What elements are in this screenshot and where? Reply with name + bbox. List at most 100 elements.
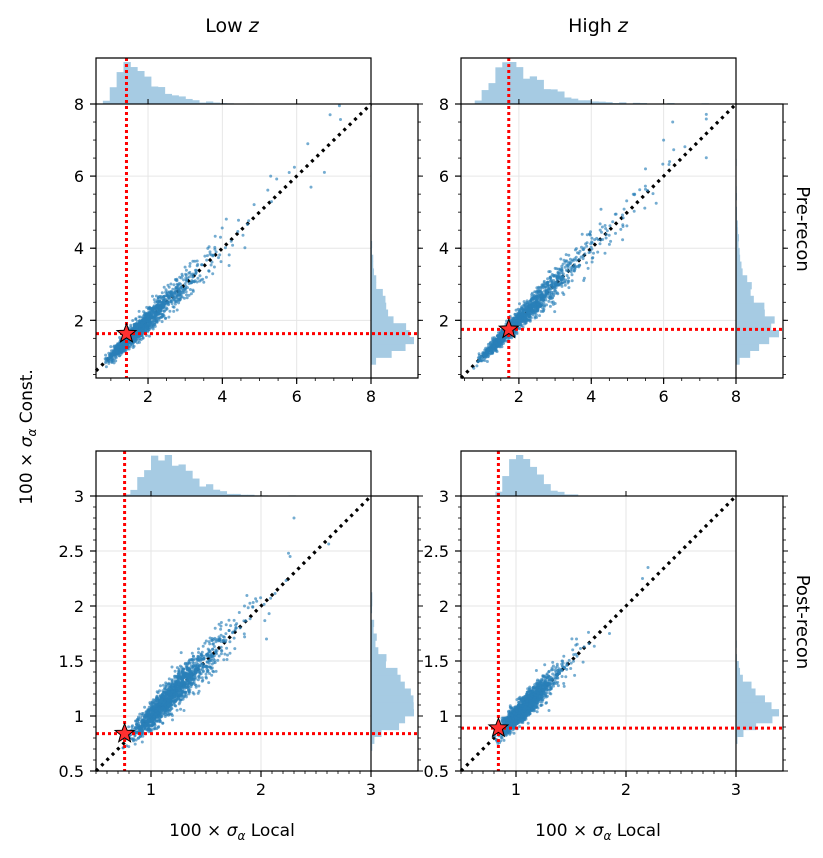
scatter-point <box>219 652 223 656</box>
scatter-point <box>153 700 157 704</box>
scatter-point <box>162 309 166 313</box>
scatter-point <box>228 651 232 655</box>
scatter-point <box>150 320 154 324</box>
scatter-point <box>175 679 179 683</box>
scatter-point <box>210 260 214 264</box>
scatter-point <box>565 274 569 277</box>
histogram-bar <box>736 330 779 338</box>
scatter-point <box>175 308 179 312</box>
scatter-point <box>166 294 170 298</box>
scatter-point <box>263 619 267 623</box>
histogram-bar <box>736 295 754 304</box>
histogram-bar <box>151 86 159 104</box>
scatter-point <box>167 707 171 711</box>
scatter-point <box>671 120 675 124</box>
scatter-point <box>161 721 165 725</box>
scatter-point <box>219 260 223 264</box>
scatter-point <box>207 269 211 273</box>
y-tick-label: 8 <box>74 95 84 114</box>
scatter-point <box>227 253 231 257</box>
scatter-point <box>162 298 166 302</box>
scatter-point <box>562 258 566 262</box>
scatter-point <box>188 264 192 268</box>
scatter-point <box>552 285 556 289</box>
row-label-pre-recon: Pre-recon <box>792 186 813 272</box>
histogram-bar <box>736 316 775 324</box>
scatter-point <box>184 290 188 294</box>
scatter-point <box>163 700 167 703</box>
scatter-point <box>191 658 194 662</box>
scatter-point <box>219 235 222 239</box>
scatter-point <box>114 355 117 359</box>
scatter-point <box>252 203 256 207</box>
scatter-point <box>193 683 197 687</box>
scatter-point <box>495 350 499 353</box>
histogram-bar <box>536 79 544 104</box>
scatter-point <box>109 345 113 349</box>
scatter-point <box>150 316 154 320</box>
scatter-point <box>251 605 255 609</box>
histogram-bar <box>371 350 392 358</box>
histogram-right <box>736 110 779 372</box>
scatter-point <box>213 234 217 238</box>
histogram-bar <box>488 83 496 104</box>
scatter-point <box>164 681 168 685</box>
scatter-point <box>154 309 158 313</box>
scatter-point <box>143 705 147 709</box>
scatter-point <box>145 313 149 317</box>
scatter-point <box>119 349 123 353</box>
scatter-point <box>133 742 137 746</box>
histogram-bar <box>371 357 377 365</box>
scatter-point <box>266 188 270 192</box>
scatter-point <box>160 291 164 295</box>
scatter-point <box>150 703 153 707</box>
scatter-point <box>188 288 192 291</box>
scatter-point <box>156 304 160 308</box>
scatter-point <box>200 263 203 267</box>
scatter-point <box>614 231 617 235</box>
scatter-point <box>683 145 687 149</box>
scatter-point <box>166 290 169 294</box>
histogram-top <box>467 62 709 104</box>
x-tick-label: 2 <box>143 387 153 406</box>
histogram-bar <box>171 95 179 104</box>
scatter-point <box>196 263 200 266</box>
scatter-point <box>526 307 530 311</box>
histogram-bar <box>371 302 387 310</box>
histogram-bar <box>736 268 743 276</box>
scatter-point <box>172 305 176 309</box>
scatter-point <box>621 213 624 217</box>
scatter-point <box>643 184 647 188</box>
histogram-bar <box>371 275 377 283</box>
scatter-point <box>548 296 552 300</box>
scatter-point <box>569 261 573 265</box>
scatter-point <box>140 328 143 332</box>
scatter-point <box>211 642 215 646</box>
scatter-point <box>147 306 151 310</box>
scatter-point <box>156 300 160 304</box>
scatter-point <box>520 306 523 310</box>
scatter-point <box>183 265 187 269</box>
scatter-point <box>532 305 536 309</box>
histogram-bar <box>543 89 551 104</box>
scatter-point <box>580 232 584 236</box>
scatter-point <box>204 676 208 680</box>
scatter-point <box>523 317 527 321</box>
scatter-point <box>661 162 665 166</box>
scatter-point <box>598 222 602 226</box>
scatter-point <box>162 314 166 318</box>
histogram-bar <box>137 477 145 496</box>
scatter-point <box>182 709 186 712</box>
histogram-bar <box>481 90 489 104</box>
scatter-point <box>212 265 216 269</box>
scatter-point <box>112 345 116 349</box>
scatter-point <box>643 206 647 210</box>
scatter-point <box>187 685 191 689</box>
scatter-point <box>644 167 647 171</box>
scatter-point <box>157 714 161 718</box>
scatter-point <box>183 691 187 695</box>
scatter-point <box>178 675 181 679</box>
scatter-point <box>590 236 594 240</box>
scatter-point <box>152 305 156 309</box>
scatter-point <box>585 261 588 265</box>
